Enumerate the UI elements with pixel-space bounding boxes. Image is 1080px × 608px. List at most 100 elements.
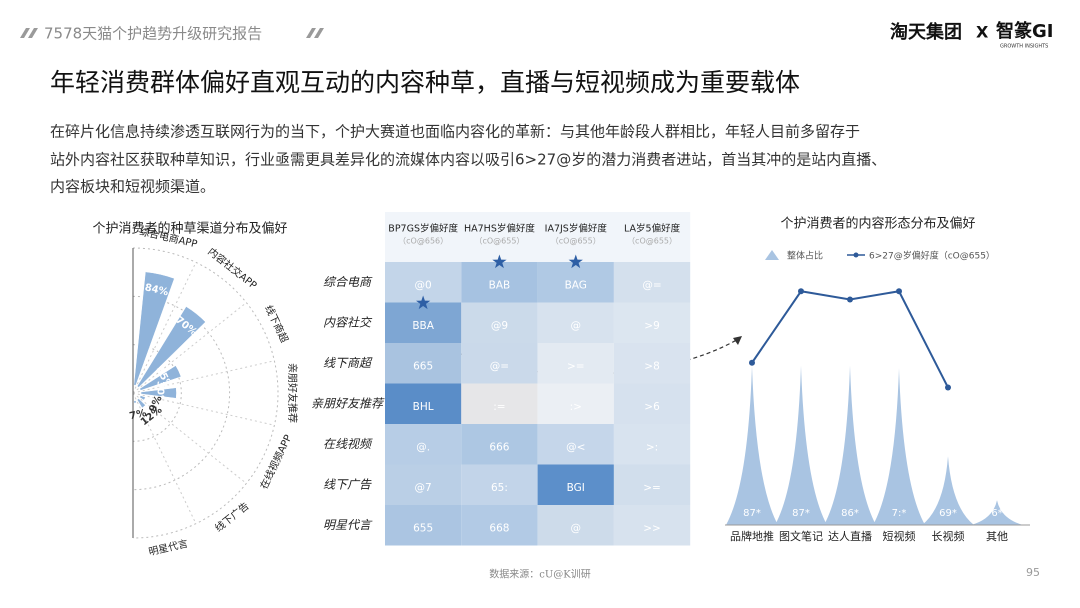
sector-line — [132, 262, 197, 394]
line-point — [847, 296, 853, 303]
brand: 淘天集团 — [890, 21, 962, 43]
source: 数据来源：cU@K训研 — [489, 568, 591, 581]
heat-cell — [461, 343, 538, 384]
x-tick-label: 达人直播 — [828, 529, 872, 543]
area-peak — [873, 368, 925, 525]
cell-text: >8 — [644, 360, 659, 372]
category-label: 亲朋好友推荐 — [286, 363, 299, 423]
cell-text: >> — [643, 522, 661, 534]
heat-cell — [385, 383, 462, 424]
heat-cell — [385, 302, 462, 343]
area-peak — [775, 365, 827, 525]
x-tick-label: 图文笔记 — [779, 529, 823, 543]
row-label: 明星代言 — [323, 518, 373, 532]
bar — [139, 365, 182, 391]
row-label: 线下广告 — [323, 477, 372, 491]
heat-cell — [613, 464, 691, 505]
cell-text: := — [493, 401, 505, 413]
column-header: LA岁5偏好度 — [624, 223, 681, 235]
heat-cell — [537, 464, 614, 505]
line-point — [749, 359, 755, 366]
heat-cell — [613, 302, 691, 343]
row-label: 在线视频 — [323, 437, 373, 451]
page-number: 95 — [1026, 566, 1040, 579]
column-header: HA7HS岁偏好度 — [464, 223, 535, 235]
cell-text: BGI — [567, 482, 585, 494]
bar — [139, 395, 146, 401]
cell-text: BBA — [412, 320, 434, 332]
paragraph-line: 在碎片化信息持续渗透互联网行为的当下，个护大赛道也面临内容化的革新：与其他年龄段… — [50, 123, 860, 141]
value-label: 87* — [792, 508, 810, 519]
value-label: 6* — [991, 508, 1002, 519]
area-peak — [824, 365, 876, 525]
heat-cell — [461, 505, 538, 546]
x-tick-label: 其他 — [986, 530, 1008, 543]
cell-text: BAG — [565, 279, 587, 291]
legend-icon — [853, 252, 859, 258]
line-point — [798, 288, 804, 295]
value-label: 30% — [155, 381, 166, 405]
heat-cell — [385, 505, 462, 546]
line-point — [945, 384, 951, 391]
column-sub: （cO@656） — [398, 237, 448, 246]
heat-cell — [537, 383, 614, 424]
column-sub: （cO@655） — [627, 237, 677, 246]
cell-text: 655 — [413, 522, 433, 534]
brand-x: X — [976, 23, 989, 42]
value-label: 87* — [743, 508, 761, 519]
paragraph-line: 内容板块和短视频渠道。 — [50, 178, 215, 196]
heat-cell — [613, 343, 691, 384]
heat-cell — [461, 464, 538, 505]
bar — [136, 398, 146, 409]
heat-cell — [461, 383, 538, 424]
sector-line — [132, 360, 275, 394]
sector-line — [132, 392, 197, 524]
row-label: 综合电商 — [323, 275, 373, 289]
arrow-head — [733, 336, 742, 345]
x-tick-label: 长视频 — [932, 529, 965, 543]
sector-line — [132, 392, 275, 426]
partner-sub: GROWTH INSIGHTS — [1000, 44, 1048, 50]
category-label: 内容社交APP — [205, 245, 259, 292]
category-label: 线下广告 — [212, 499, 251, 534]
cell-text: @ — [571, 320, 582, 332]
heat-cell — [613, 505, 691, 546]
legend-label: 整体占比 — [787, 250, 823, 262]
x-tick-label: 短视频 — [883, 529, 916, 543]
heat-cell — [385, 464, 462, 505]
cell-text: @ — [571, 522, 582, 534]
cell-text: @7 — [415, 482, 432, 494]
bar — [133, 400, 137, 404]
heat-cell — [537, 343, 614, 384]
row-label: 线下商超 — [323, 356, 373, 370]
category-label: 明星代言 — [147, 537, 189, 559]
cell-text: BAB — [489, 279, 511, 291]
cell-text: @< — [566, 441, 585, 453]
sector-line — [132, 302, 247, 394]
heat-cell — [613, 424, 691, 465]
grid-arc — [132, 295, 231, 491]
heat-cell — [385, 424, 462, 465]
heat-cell — [537, 262, 614, 303]
cell-text: >: — [646, 441, 658, 453]
column-header: BP7GS岁偏好度 — [388, 223, 458, 235]
slide-title: 年轻消费群体偏好直观互动的内容种草，直播与短视频成为重要载体 — [50, 68, 800, 97]
value-label: 86* — [841, 508, 859, 519]
area-peak — [922, 456, 974, 525]
heat-cell — [613, 383, 691, 424]
table-bg — [385, 212, 691, 262]
x-tick-label: 品牌地推 — [730, 529, 774, 543]
bar — [136, 306, 206, 388]
cell-text: @= — [490, 360, 509, 372]
cell-text: @= — [642, 279, 661, 291]
partner: 智篆GI — [996, 20, 1053, 42]
value-label: 69* — [939, 508, 957, 519]
sector-line — [132, 392, 247, 484]
row-label: 内容社交 — [323, 315, 373, 329]
report-name: 7578天猫个护趋势升级研究报告 — [44, 25, 262, 43]
area-peak — [971, 500, 1023, 525]
cell-text: 668 — [489, 522, 509, 534]
cell-text: BHL — [413, 401, 434, 413]
